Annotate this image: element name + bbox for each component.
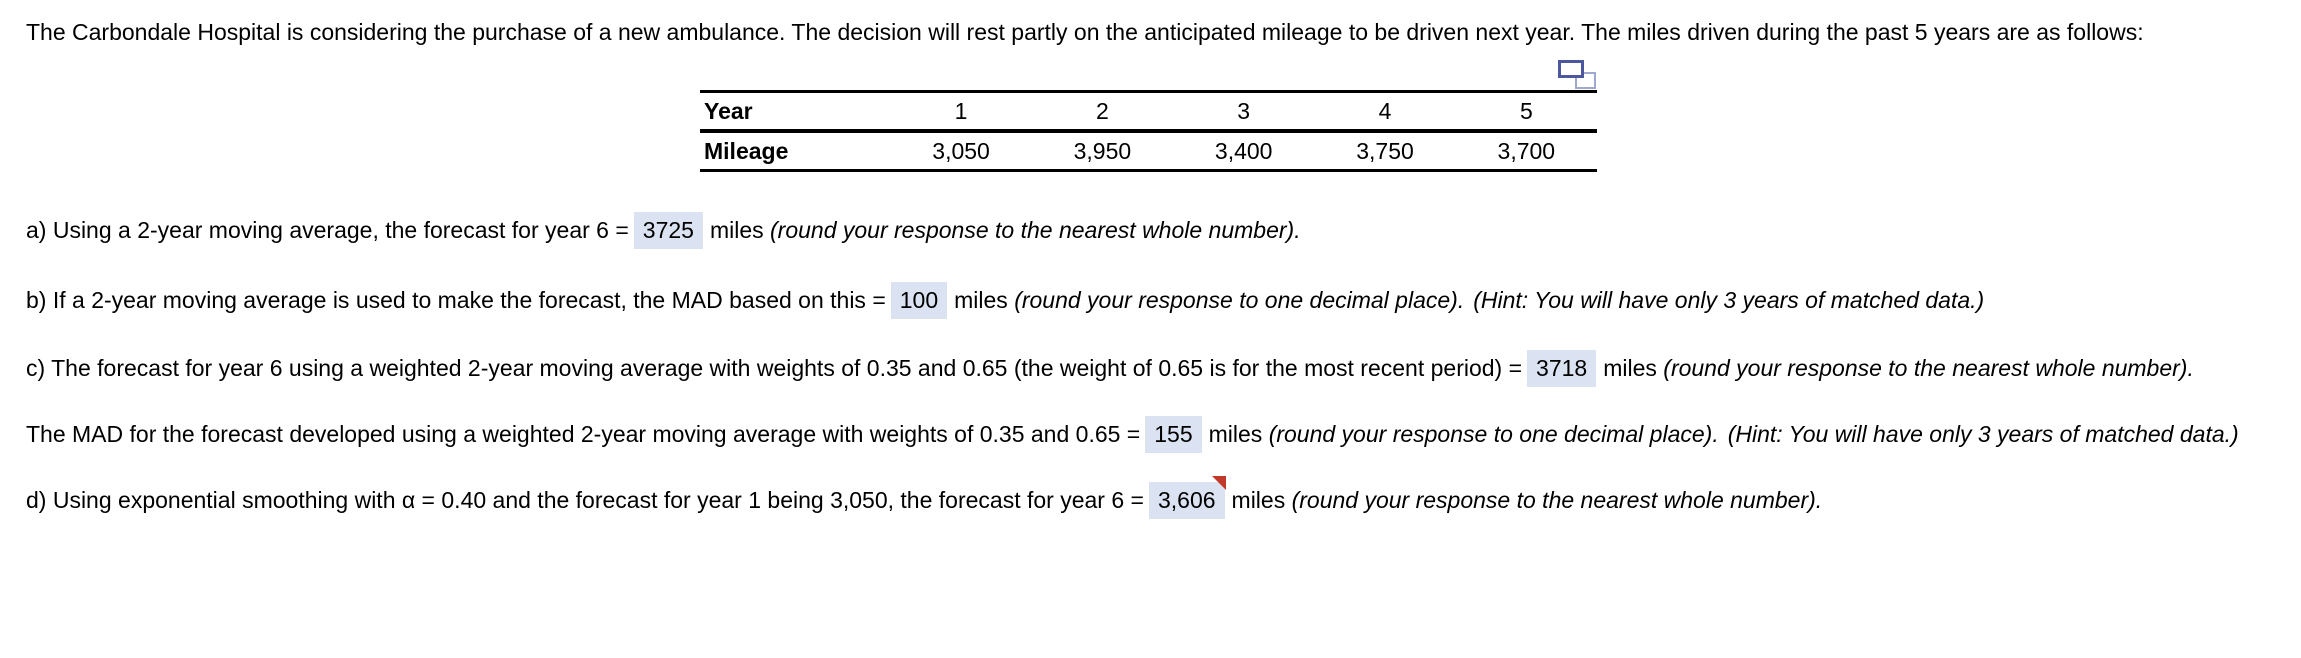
- hint-note: (Hint: You will have only 3 years of mat…: [1473, 287, 1985, 313]
- year-cell: 2: [1095, 98, 1109, 124]
- question-d-text: d) Using exponential smoothing with α = …: [26, 487, 1144, 513]
- question-b: b) If a 2-year moving average is used to…: [26, 278, 2275, 322]
- year-cell: 3: [1237, 98, 1251, 124]
- question-a: a) Using a 2-year moving average, the fo…: [26, 208, 2275, 252]
- answer-field-d[interactable]: 3,606: [1148, 476, 1226, 519]
- mileage-cell: 3,400: [1214, 138, 1273, 164]
- unit-label: miles: [1231, 487, 1286, 513]
- answer-value-d: 3,606: [1157, 487, 1216, 513]
- question-a-text: a) Using a 2-year moving average, the fo…: [26, 217, 629, 243]
- mileage-row-label: Mileage: [704, 138, 789, 164]
- rounding-note: (round your response to the nearest whol…: [1663, 355, 2194, 381]
- answer-value-c: 3718: [1536, 355, 1588, 381]
- mileage-cell: 3,750: [1356, 138, 1414, 164]
- table-row-year: Year 1 2 3 4 5: [700, 92, 1597, 131]
- answer-field-c[interactable]: 3718: [1527, 350, 1597, 387]
- mileage-cell: 3,700: [1497, 138, 1556, 164]
- year-cell: 5: [1519, 98, 1533, 124]
- table-row-mileage: Mileage 3,050 3,950 3,400 3,750 3,700: [700, 131, 1597, 171]
- rounding-note: (round your response to one decimal plac…: [1014, 287, 1465, 313]
- flag-corner-marker: [1211, 476, 1226, 490]
- rounding-note: (round your response to one decimal plac…: [1268, 421, 1719, 447]
- hint-note: (Hint: You will have only 3 years of mat…: [1727, 421, 2239, 447]
- unit-label: miles: [709, 217, 764, 243]
- rounding-note: (round your response to the nearest whol…: [770, 217, 1301, 243]
- unit-label: miles: [954, 287, 1008, 313]
- answer-field-mad[interactable]: 155: [1145, 416, 1202, 453]
- question-mad-text: The MAD for the forecast developed using…: [26, 421, 1141, 447]
- popout-table-icon[interactable]: [1556, 59, 1596, 89]
- year-cell: 4: [1378, 98, 1392, 124]
- answer-value-b: 100: [899, 287, 939, 313]
- unit-label: miles: [1603, 355, 1657, 381]
- year-row-label: Year: [704, 98, 753, 124]
- question-b-text: b) If a 2-year moving average is used to…: [26, 287, 886, 313]
- question-d: d) Using exponential smoothing with α = …: [26, 476, 2275, 522]
- rounding-note: (round your response to the nearest whol…: [1291, 487, 1823, 513]
- question-c-text: c) The forecast for year 6 using a weigh…: [26, 355, 1523, 381]
- mileage-cell: 3,050: [932, 138, 990, 164]
- popout-icon-front-window: [1558, 60, 1584, 78]
- question-mad-weighted: The MAD for the forecast developed using…: [26, 412, 2275, 456]
- year-cell: 1: [954, 98, 968, 124]
- answer-field-a[interactable]: 3725: [633, 212, 703, 249]
- mileage-table: Year 1 2 3 4 5 Mileage 3,050 3,950 3,400…: [700, 90, 1597, 172]
- problem-statement: The Carbondale Hospital is considering t…: [26, 19, 2144, 45]
- answer-value-mad: 155: [1154, 421, 1193, 447]
- unit-label: miles: [1208, 421, 1263, 447]
- mileage-table-container: Year 1 2 3 4 5 Mileage 3,050 3,950 3,400…: [700, 60, 1597, 172]
- answer-value-a: 3725: [642, 217, 694, 243]
- mileage-cell: 3,950: [1073, 138, 1132, 164]
- answer-field-b[interactable]: 100: [890, 282, 948, 319]
- question-c: c) The forecast for year 6 using a weigh…: [26, 346, 2275, 390]
